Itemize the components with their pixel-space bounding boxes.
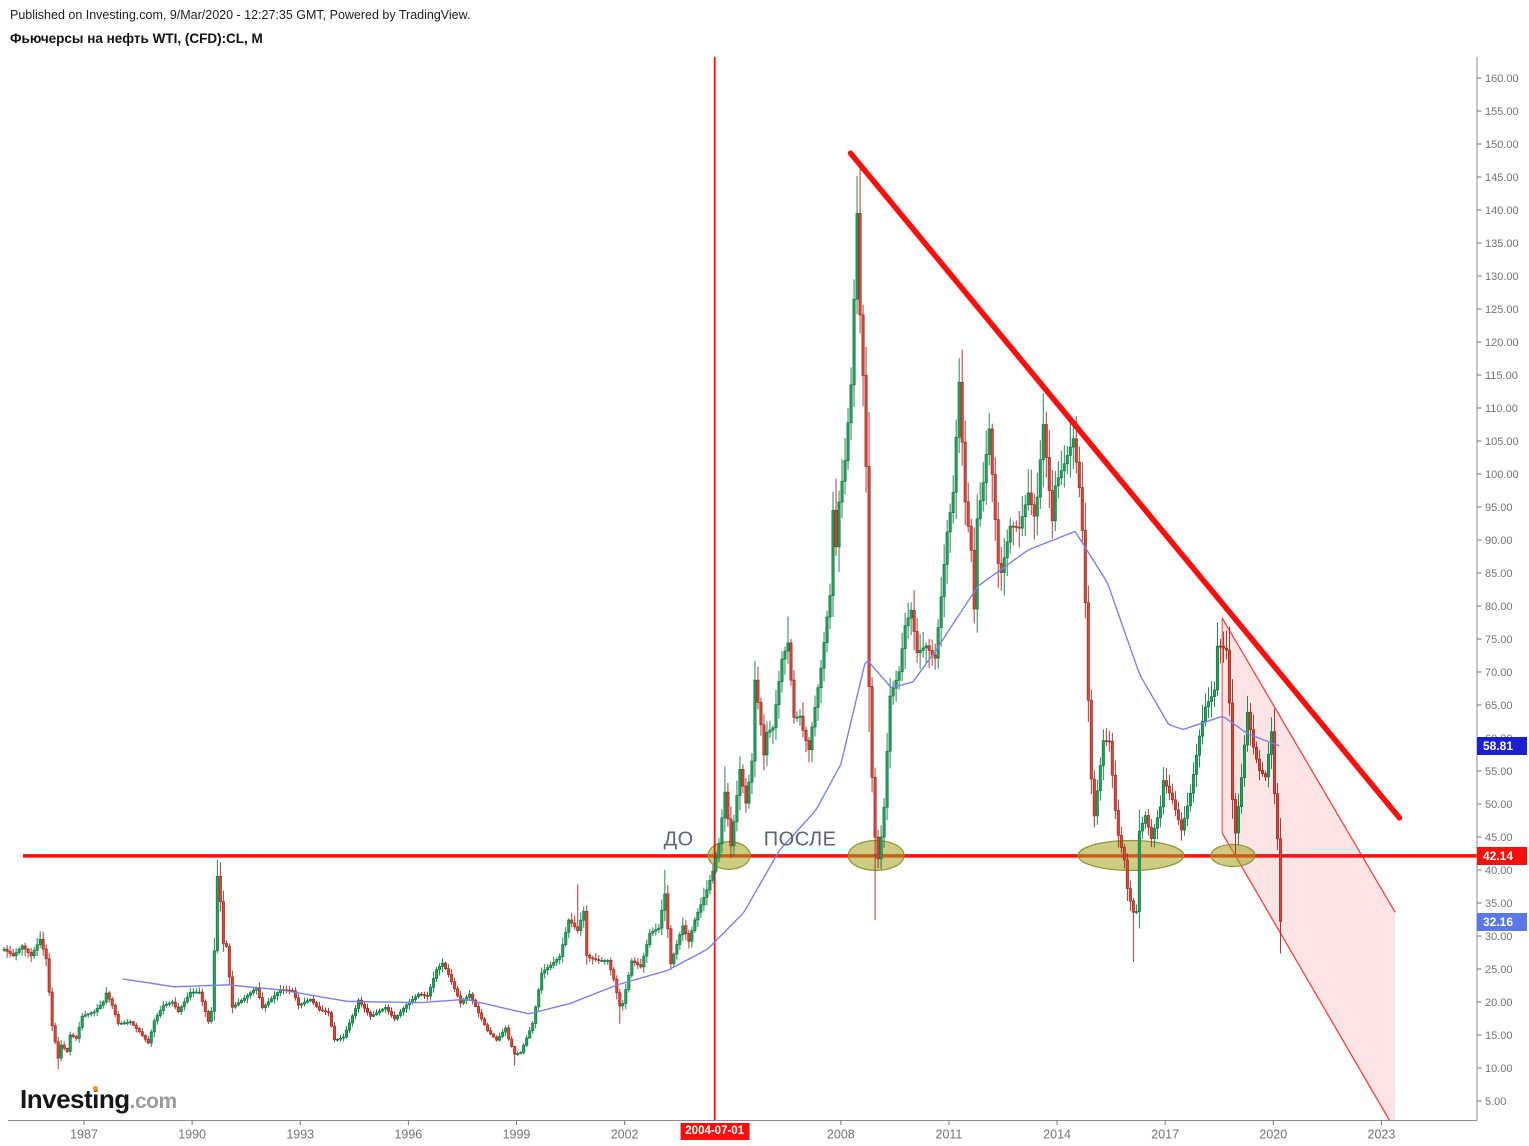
price-axis-label: 50.00	[1485, 799, 1513, 811]
investing-logo-suffix: .com	[129, 1090, 178, 1113]
price-axis-label: 70.00	[1485, 667, 1513, 679]
price-axis-label: 130.00	[1485, 271, 1519, 283]
price-axis-label: 55.00	[1485, 766, 1513, 778]
time-axis-label: 1996	[394, 1128, 422, 1142]
price-axis-label: 105.00	[1485, 436, 1519, 448]
price-axis-label: 5.00	[1485, 1096, 1506, 1108]
price-axis-label: 85.00	[1485, 568, 1513, 580]
price-axis-label: 95.00	[1485, 502, 1513, 514]
price-axis-label: 160.00	[1485, 73, 1519, 85]
price-axis-tag-32.16: 32.16	[1477, 912, 1527, 931]
price-axis-label: 20.00	[1485, 997, 1513, 1009]
time-axis-label: 2002	[611, 1128, 639, 1142]
annotation-before[interactable]: ДО	[663, 828, 694, 851]
published-info-line: Published on Investing.com, 9/Mar/2020 -…	[10, 8, 471, 22]
price-axis-label: 90.00	[1485, 535, 1513, 547]
time-axis-label: 2008	[827, 1128, 855, 1142]
price-axis-label: 15.00	[1485, 1030, 1513, 1042]
price-axis-label: 145.00	[1485, 172, 1519, 184]
price-axis-label: 80.00	[1485, 601, 1513, 613]
candles-series	[2, 162, 1283, 1070]
highlight-ellipses[interactable]	[707, 839, 1256, 872]
price-axis-label: 25.00	[1485, 964, 1513, 976]
price-axis-label: 115.00	[1485, 370, 1518, 382]
moving-average-line[interactable]	[122, 530, 1280, 1015]
price-axis-label: 30.00	[1485, 931, 1513, 943]
descending-trendline-drawing[interactable]	[847, 150, 1403, 821]
logo-orange-dot-icon: i	[92, 1084, 99, 1114]
price-axis-label: 110.00	[1485, 403, 1518, 415]
price-axis[interactable]: 5.00 10.00 15.00 20.00 25.00 30.00 35.00 40.00 4…	[1476, 57, 1519, 1121]
investing-logo-text: Investing	[20, 1084, 130, 1114]
price-axis-tag-58.81: 58.81	[1477, 736, 1527, 755]
time-axis-label: 2023	[1368, 1128, 1396, 1142]
price-axis-tag-42.14: 42.14	[1477, 846, 1527, 865]
time-axis-label: 2011	[936, 1128, 963, 1142]
instrument-title: Фьючерсы на нефть WTI, (CFD):CL, M	[10, 31, 263, 46]
annotation-after[interactable]: ПОСЛЕ	[763, 828, 837, 851]
price-axis-label: 155.00	[1485, 106, 1519, 118]
price-axis-label: 150.00	[1485, 139, 1519, 151]
price-axis-label: 10.00	[1485, 1063, 1513, 1075]
time-axis-label: 1993	[286, 1128, 314, 1142]
investing-logo: Investing.com	[20, 1084, 177, 1115]
price-axis-label: 35.00	[1485, 898, 1513, 910]
price-axis-label: 120.00	[1485, 337, 1519, 349]
time-axis-label: 2014	[1043, 1128, 1071, 1142]
price-axis-label: 45.00	[1485, 832, 1513, 844]
time-axis-label: 2017	[1151, 1128, 1179, 1142]
price-axis-label: 135.00	[1485, 238, 1519, 250]
date-axis-tag: 2004-07-01	[680, 1123, 750, 1140]
price-axis-label: 65.00	[1485, 700, 1513, 712]
price-axis-label: 75.00	[1485, 634, 1513, 646]
time-axis-label: 1990	[178, 1128, 206, 1142]
price-axis-label: 125.00	[1485, 304, 1519, 316]
price-axis-label: 100.00	[1485, 469, 1519, 481]
descending-channel-drawing[interactable]	[1221, 617, 1396, 1121]
price-axis-label: 40.00	[1485, 865, 1513, 877]
price-axis-label: 140.00	[1485, 205, 1519, 217]
time-axis-label: 1987	[70, 1128, 98, 1142]
time-axis[interactable]: 1987 1990 1993 1996 1999 2002 2008 2011 2014 2017…	[8, 1120, 1477, 1142]
time-axis-label: 2020	[1259, 1128, 1287, 1142]
time-axis-label: 1999	[503, 1128, 531, 1142]
